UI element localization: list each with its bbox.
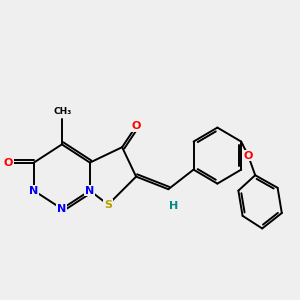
Text: O: O [131,121,141,131]
Text: O: O [4,158,13,168]
Text: CH₃: CH₃ [53,107,72,116]
Text: N: N [29,186,38,196]
Text: O: O [244,151,253,160]
Text: S: S [104,200,112,210]
Text: N: N [57,204,67,214]
Text: N: N [85,186,94,196]
Text: H: H [169,201,178,211]
